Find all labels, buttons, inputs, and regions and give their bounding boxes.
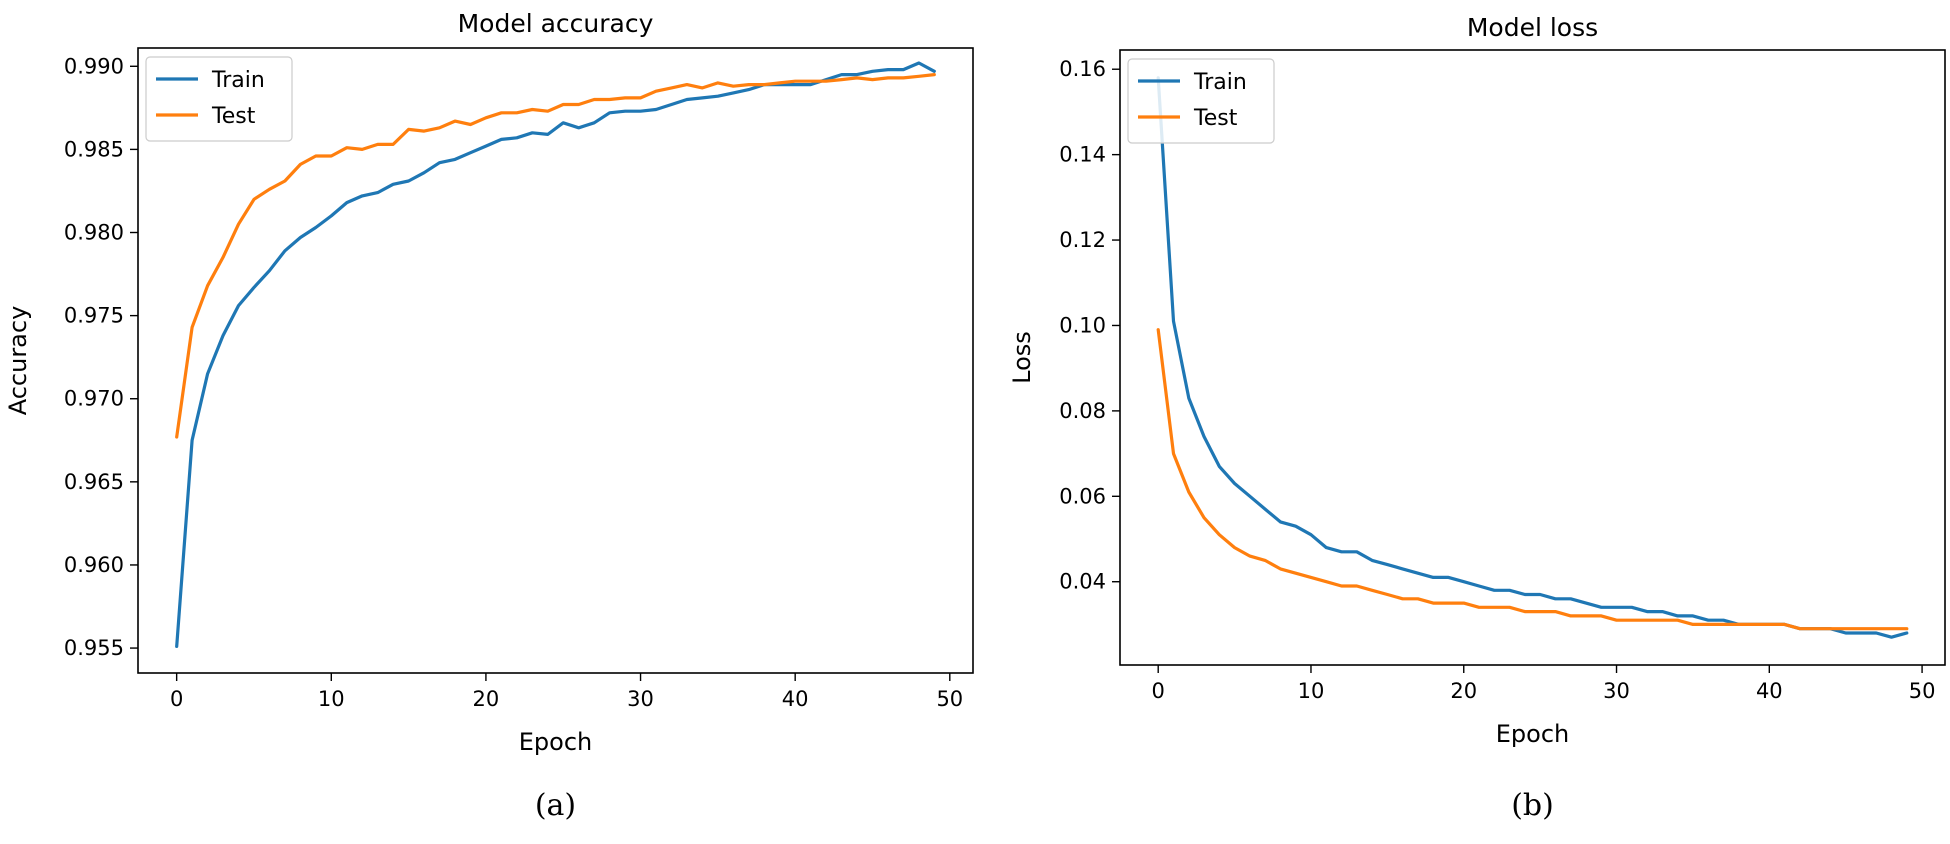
- chart-title: Model accuracy: [458, 9, 654, 38]
- chart-loss: 0 10 20 30 40 50 0.04 0.06 0.08 0.10 0.12 0.14 0.16 M…: [1008, 13, 1946, 823]
- x-axis-label: Epoch: [519, 728, 593, 756]
- x-tick-label: 30: [627, 687, 654, 711]
- series-line-train: [175, 61, 936, 649]
- legend-label-train: Train: [1193, 70, 1247, 95]
- y-tick-label: 0.965: [64, 470, 124, 494]
- legend: Train Test: [1127, 58, 1275, 144]
- x-tick-label: 50: [936, 687, 963, 711]
- y-tick-label: 0.970: [64, 387, 124, 411]
- y-tick-label: 0.980: [64, 221, 124, 245]
- series-line-train: [1156, 76, 1909, 639]
- x-tick-label: 0: [170, 687, 183, 711]
- chart-title: Model loss: [1467, 13, 1598, 42]
- y-tick-label: 0.960: [64, 553, 124, 577]
- y-tick-label: 0.10: [1059, 313, 1106, 337]
- y-axis-label: Accuracy: [4, 306, 32, 416]
- x-tick-label: 20: [473, 687, 500, 711]
- x-axis-label: Epoch: [1496, 720, 1570, 748]
- y-tick-label: 0.04: [1059, 570, 1106, 594]
- panel-caption: (b): [1511, 788, 1554, 823]
- legend: Train Test: [145, 56, 293, 142]
- y-tick-label: 0.06: [1059, 484, 1106, 508]
- plot-frame: [1119, 49, 1946, 666]
- legend-label-train: Train: [211, 68, 265, 93]
- x-tick-label: 40: [1756, 679, 1783, 703]
- x-tick-label: 20: [1450, 679, 1477, 703]
- legend-label-test: Test: [1193, 106, 1238, 131]
- x-tick-label: 50: [1909, 679, 1936, 703]
- panel-caption: (a): [535, 788, 576, 823]
- y-tick-label: 0.12: [1059, 228, 1106, 252]
- legend-label-test: Test: [211, 104, 256, 129]
- y-tick-label: 0.990: [64, 54, 124, 78]
- x-tick-label: 10: [1298, 679, 1325, 703]
- y-tick-label: 0.08: [1059, 399, 1106, 423]
- y-tick-label: 0.14: [1059, 143, 1106, 167]
- series-line-test: [175, 72, 936, 439]
- y-tick-label: 0.985: [64, 137, 124, 161]
- x-tick-label: 30: [1603, 679, 1630, 703]
- x-tick-label: 0: [1152, 679, 1165, 703]
- y-tick-label: 0.16: [1059, 57, 1106, 81]
- plot-frame: [137, 47, 974, 674]
- x-tick-label: 40: [782, 687, 809, 711]
- y-tick-label: 0.955: [64, 636, 124, 660]
- y-tick-label: 0.975: [64, 304, 124, 328]
- y-axis-label: Loss: [1008, 331, 1036, 384]
- series-line-test: [1156, 328, 1909, 631]
- x-tick-label: 10: [318, 687, 345, 711]
- chart-accuracy: 0 10 20 30 40 50 0.955 0.960 0.965 0.970 0.975 0.98…: [4, 9, 974, 823]
